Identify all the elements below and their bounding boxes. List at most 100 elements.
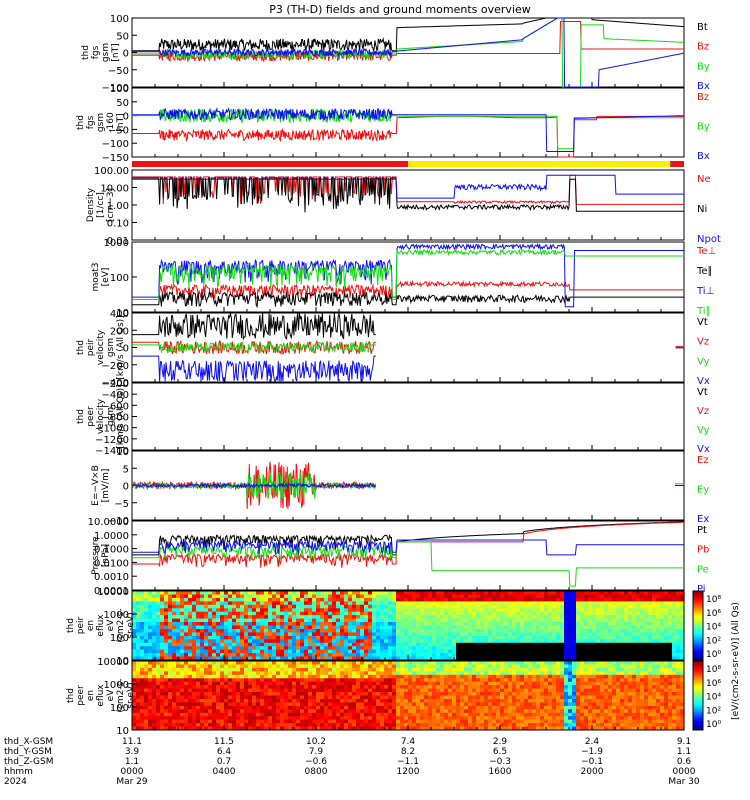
legend-entry: Bz (697, 42, 709, 53)
spectrogram-cell (304, 685, 309, 690)
spectrogram-cell (136, 688, 141, 693)
spectrogram-cell (536, 611, 541, 616)
spectrogram-cell (428, 597, 433, 602)
spectrogram-cell (492, 597, 497, 602)
spectrogram-cell (660, 653, 665, 658)
spectrogram-cell (368, 656, 373, 661)
spectrogram-cell (164, 702, 169, 707)
spectrogram-cell (336, 618, 341, 623)
y-tick-label: 10 (116, 656, 129, 667)
spectrogram-cell (392, 695, 397, 700)
spectrogram-cell (476, 656, 481, 661)
spectrogram-cell (312, 678, 317, 683)
spectrogram-cell (144, 709, 149, 714)
spectrogram-cell (540, 642, 545, 647)
spectrogram-cell (192, 674, 197, 679)
spectrogram-cell (512, 649, 517, 654)
spectrogram-cell (148, 625, 153, 630)
spectrogram-cell (300, 685, 305, 690)
spectrogram-cell (316, 611, 321, 616)
spectrogram-cell (364, 591, 369, 595)
spectrogram-cell (168, 667, 173, 672)
spectrogram-cell (292, 712, 297, 717)
spectrogram-cell (504, 594, 509, 599)
spectrogram-cell (328, 692, 333, 696)
spectrogram-cell (488, 681, 493, 686)
spectrogram-cell (280, 716, 285, 721)
spectrogram-cell (544, 611, 549, 616)
spectrogram-cell (236, 611, 241, 616)
spectrogram-cell (200, 632, 205, 637)
spectrogram-cell (272, 615, 277, 620)
spectrogram-cell (412, 618, 417, 623)
spectrogram-cell (596, 591, 601, 595)
spectrogram-cell (240, 667, 245, 672)
spectrogram-cell (220, 601, 225, 606)
spectrogram-cell (200, 639, 205, 644)
spectrogram-cell (284, 656, 289, 661)
spectrogram-cell (220, 667, 225, 672)
spectrogram-cell (484, 664, 489, 669)
y-axis-label-line: [cm−3] (106, 188, 116, 222)
spectrogram-cell (336, 726, 341, 731)
spectrogram-cell (288, 674, 293, 679)
spectrogram-cell (472, 719, 477, 724)
spectrogram-cell (452, 667, 457, 672)
spectrogram-cell (656, 625, 661, 630)
spectrogram-cell (388, 635, 393, 640)
spectrogram-cell (232, 653, 237, 658)
spectrogram-cell (372, 723, 377, 728)
spectrogram-cell (416, 642, 421, 647)
spectrogram-cell (256, 597, 261, 602)
spectrogram-cell (416, 608, 421, 613)
spectrogram-cell (300, 723, 305, 728)
spectrogram-cell (264, 705, 269, 710)
spectrogram-cell (148, 695, 153, 700)
spectrogram-cell (320, 642, 325, 647)
spectrogram-cell (480, 615, 485, 620)
spectrogram-cell (328, 705, 333, 710)
spectrogram-cell (304, 601, 309, 606)
spectrogram-cell (588, 656, 593, 661)
spectrogram-cell (464, 664, 469, 669)
spectrogram-cell (164, 705, 169, 710)
spectrogram-cell (476, 608, 481, 613)
spectrogram-cell (628, 594, 633, 599)
spectrogram-cell (484, 608, 489, 613)
spectrogram-cell (548, 646, 553, 651)
spectrogram-cell (272, 685, 277, 690)
spectrogram-cell (244, 635, 249, 640)
spectrogram-cell (336, 712, 341, 717)
spectrogram-cell (320, 632, 325, 637)
spectrogram-cell (144, 656, 149, 661)
spectrogram-cell (348, 674, 353, 679)
spectrogram-cell (256, 632, 261, 637)
spectrogram-cell (412, 705, 417, 710)
spectrogram-cell (180, 723, 185, 728)
spectrogram-cell (448, 664, 453, 669)
spectrogram-cell (140, 629, 145, 633)
spectrogram-cell (572, 642, 577, 647)
spectrogram-cell (132, 702, 137, 707)
spectrogram-cell (332, 591, 337, 595)
spectrogram-cell (644, 608, 649, 613)
spectrogram-cell (380, 591, 385, 595)
spectrogram-cell (456, 699, 461, 703)
spectrogram-cell (188, 692, 193, 696)
spectrogram-cell (452, 608, 457, 613)
spectrogram-cell (392, 678, 397, 683)
spectrogram-cell (196, 681, 201, 686)
spectrogram-cell (292, 611, 297, 616)
spectrogram-cell (512, 604, 517, 609)
spectrogram-cell (140, 716, 145, 721)
y-axis-label-line: en (86, 620, 96, 631)
spectrogram-cell (540, 591, 545, 595)
spectrogram-cell (452, 629, 457, 633)
spectrogram-cell (532, 615, 537, 620)
spectrogram-cell (324, 709, 329, 714)
spectrogram-cell (212, 688, 217, 693)
spectrogram-cell (604, 591, 609, 595)
spectrogram-cell (576, 635, 581, 640)
spectrogram-cell (244, 622, 249, 626)
spectrogram-cell (180, 649, 185, 654)
